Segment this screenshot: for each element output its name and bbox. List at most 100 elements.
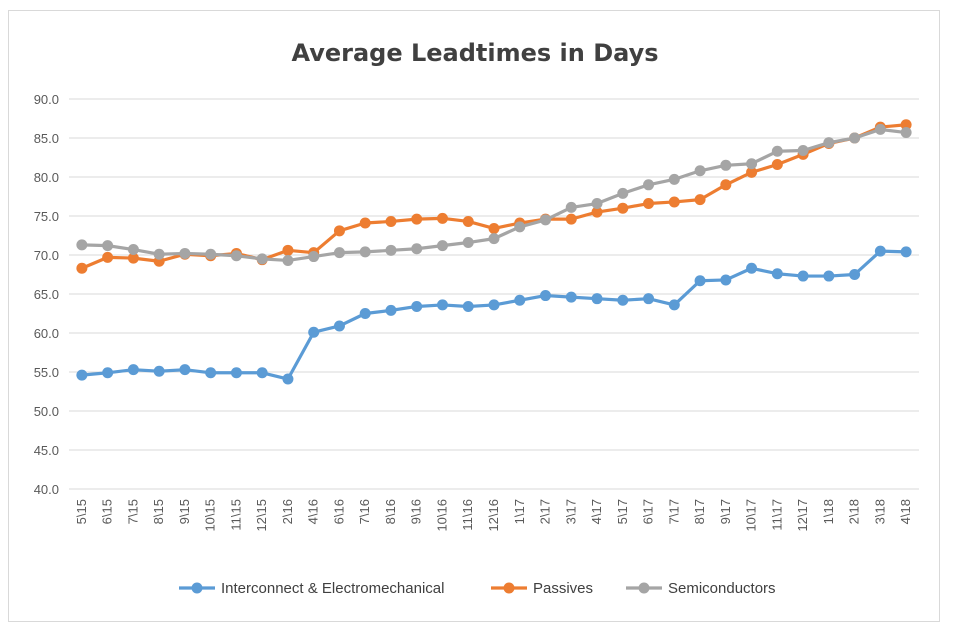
data-point bbox=[153, 248, 165, 260]
data-point bbox=[179, 364, 191, 376]
y-axis-ticks: 40.0 45.0 50.0 55.0 60.0 65.0 70.0 75.0 80.0 85.0… bbox=[34, 92, 59, 497]
data-point bbox=[565, 291, 577, 303]
data-point bbox=[643, 198, 655, 210]
y-tick-label: 45.0 bbox=[34, 443, 59, 458]
data-point bbox=[771, 145, 783, 157]
data-point bbox=[514, 294, 526, 306]
x-tick-label: 9\16 bbox=[409, 499, 424, 524]
data-point bbox=[230, 367, 242, 379]
data-point bbox=[900, 246, 912, 258]
data-point bbox=[308, 326, 320, 338]
data-point bbox=[359, 217, 371, 229]
x-tick-label: 9\17 bbox=[718, 499, 733, 524]
data-point bbox=[282, 244, 294, 256]
data-point bbox=[771, 268, 783, 280]
x-tick-label: 1\18 bbox=[821, 499, 836, 524]
legend-label: Semiconductors bbox=[668, 580, 776, 597]
series-1 bbox=[76, 119, 912, 274]
legend-item: Interconnect & Electromechanical bbox=[179, 580, 444, 597]
data-point bbox=[591, 206, 603, 218]
data-point bbox=[617, 202, 629, 214]
data-point bbox=[591, 198, 603, 210]
data-point bbox=[771, 159, 783, 171]
x-tick-label: 9\15 bbox=[177, 499, 192, 524]
data-point bbox=[900, 119, 912, 131]
y-tick-label: 70.0 bbox=[34, 248, 59, 263]
chart-frame: Average Leadtimes in Days 40.0 45.0 50.0 55… bbox=[8, 10, 940, 622]
data-point bbox=[127, 244, 139, 256]
x-tick-label: 4\18 bbox=[898, 499, 913, 524]
x-tick-label: 10\15 bbox=[203, 499, 218, 532]
x-tick-label: 7\17 bbox=[666, 499, 681, 524]
y-tick-label: 75.0 bbox=[34, 209, 59, 224]
data-point bbox=[127, 364, 139, 376]
data-point bbox=[643, 293, 655, 305]
data-point bbox=[797, 270, 809, 282]
y-tick-label: 80.0 bbox=[34, 170, 59, 185]
x-tick-label: 6\15 bbox=[100, 499, 115, 524]
chart-title: Average Leadtimes in Days bbox=[291, 39, 658, 67]
data-point bbox=[76, 239, 88, 251]
legend-swatch-marker bbox=[503, 582, 515, 594]
data-point bbox=[488, 299, 500, 311]
data-point bbox=[694, 275, 706, 287]
x-tick-label: 5\17 bbox=[615, 499, 630, 524]
data-point bbox=[359, 308, 371, 319]
legend-swatch-marker bbox=[191, 582, 203, 594]
legend-label: Passives bbox=[533, 580, 593, 597]
data-point bbox=[205, 367, 217, 379]
x-tick-label: 10\17 bbox=[744, 499, 759, 532]
x-tick-label: 8\16 bbox=[383, 499, 398, 524]
data-point bbox=[694, 194, 706, 206]
data-point bbox=[797, 144, 809, 156]
data-point bbox=[282, 254, 294, 266]
data-point bbox=[256, 367, 268, 379]
data-point bbox=[385, 304, 397, 316]
x-tick-label: 10\16 bbox=[434, 499, 449, 532]
data-point bbox=[565, 213, 577, 225]
data-point bbox=[76, 262, 88, 274]
x-tick-label: 4\17 bbox=[589, 499, 604, 524]
legend-item: Passives bbox=[491, 580, 593, 597]
data-point bbox=[102, 367, 114, 379]
data-point bbox=[720, 159, 732, 171]
x-tick-label: 2\17 bbox=[538, 499, 553, 524]
data-point bbox=[230, 250, 242, 262]
data-point bbox=[746, 262, 758, 274]
data-point bbox=[333, 320, 345, 332]
data-point bbox=[823, 270, 835, 282]
data-point bbox=[488, 233, 500, 245]
data-point bbox=[411, 213, 423, 225]
data-point bbox=[102, 240, 114, 252]
y-tick-label: 55.0 bbox=[34, 365, 59, 380]
x-tick-label: 3\17 bbox=[563, 499, 578, 524]
data-point bbox=[411, 300, 423, 312]
x-tick-label: 5\15 bbox=[74, 499, 89, 524]
y-tick-label: 85.0 bbox=[34, 131, 59, 146]
data-point bbox=[333, 247, 345, 259]
data-point bbox=[359, 246, 371, 258]
line-chart: Average Leadtimes in Days 40.0 45.0 50.0 55… bbox=[34, 39, 919, 597]
data-point bbox=[540, 214, 552, 226]
data-point bbox=[462, 300, 474, 312]
series-layer bbox=[76, 119, 912, 385]
x-tick-label: 2\16 bbox=[280, 499, 295, 524]
series-line bbox=[81, 249, 907, 381]
data-point bbox=[462, 237, 474, 249]
y-tick-label: 90.0 bbox=[34, 92, 59, 107]
data-point bbox=[591, 293, 603, 305]
data-point bbox=[694, 165, 706, 177]
data-point bbox=[385, 215, 397, 227]
data-point bbox=[179, 247, 191, 259]
data-point bbox=[333, 225, 345, 237]
data-point bbox=[668, 173, 680, 185]
data-point bbox=[256, 253, 268, 265]
data-point bbox=[76, 369, 88, 381]
x-tick-label: 7\16 bbox=[357, 499, 372, 524]
x-tick-label: 11\15 bbox=[228, 499, 243, 531]
data-point bbox=[436, 212, 448, 224]
series-2 bbox=[76, 123, 912, 266]
data-point bbox=[668, 299, 680, 311]
legend-label: Interconnect & Electromechanical bbox=[221, 580, 444, 597]
data-point bbox=[540, 290, 552, 302]
